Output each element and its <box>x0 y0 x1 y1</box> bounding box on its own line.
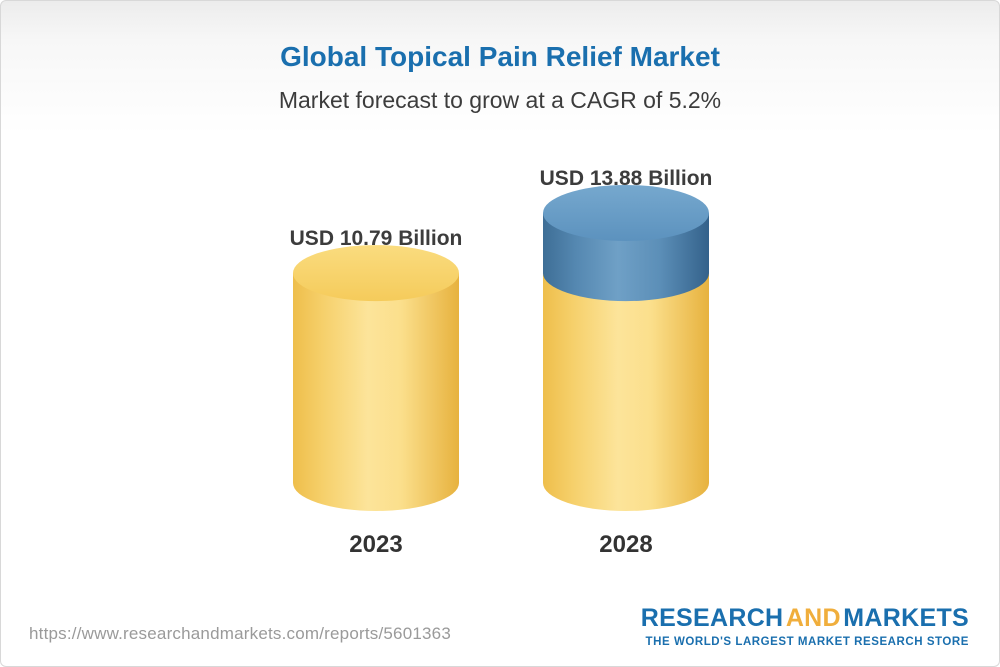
logo-word-research: RESEARCH <box>640 604 784 632</box>
value-label-2023: USD 10.79 Billion <box>289 227 463 250</box>
brand-logo-wordmark: RESEARCH AND MARKETS <box>641 604 969 633</box>
logo-word-markets: MARKETS <box>843 604 969 632</box>
page-title: Global Topical Pain Relief Market <box>280 41 720 72</box>
value-label-2028: USD 13.88 Billion <box>539 167 713 190</box>
brand-tagline: THE WORLD'S LARGEST MARKET RESEARCH STOR… <box>645 636 969 648</box>
report-url: https://www.researchandmarkets.com/repor… <box>29 624 451 643</box>
logo-word-and: AND <box>785 604 841 632</box>
category-label-2028: 2028 <box>599 531 653 558</box>
category-label-2023: 2023 <box>349 531 403 558</box>
brand-logo: RESEARCH AND MARKETS THE WORLD'S LARGEST… <box>641 604 969 648</box>
page-subtitle: Market forecast to grow at a CAGR of 5.2… <box>278 87 722 113</box>
